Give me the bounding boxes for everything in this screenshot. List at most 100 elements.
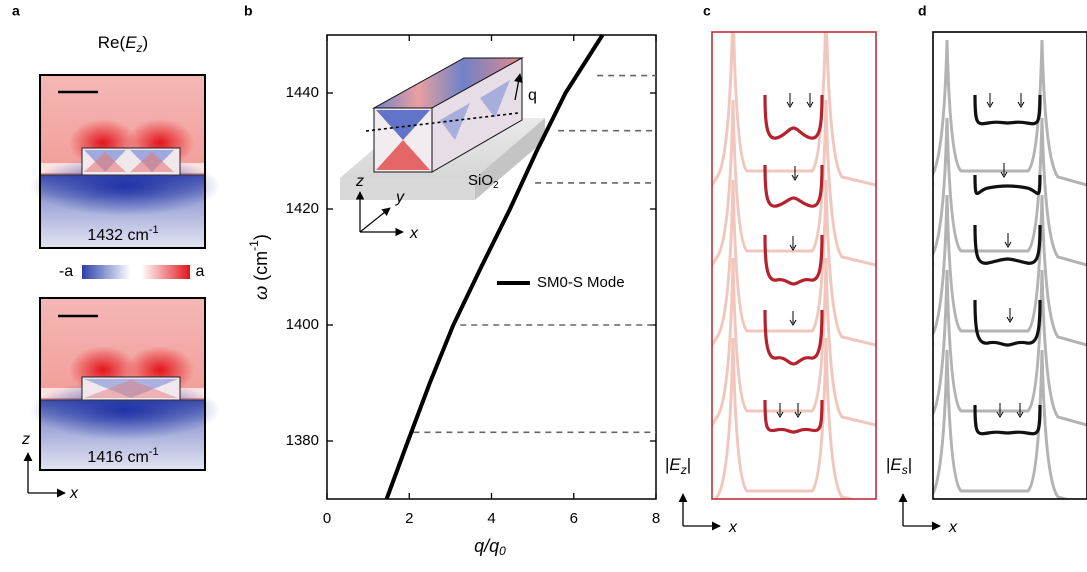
map-label-part: 1432 cm [87, 227, 148, 244]
mode-arrow-head [1016, 411, 1024, 418]
y-axis-label-part: ) [251, 234, 271, 240]
label-part: | [908, 455, 912, 474]
y-axis-label-part: -1 [247, 240, 261, 251]
profile-core [973, 94, 1042, 126]
profiles [712, 32, 876, 499]
colorbar: -a a [59, 263, 205, 280]
colorbar-max: a [196, 263, 205, 280]
panel-frame [932, 31, 1087, 500]
label-part: E [890, 455, 902, 474]
mode-arrow-head [1004, 241, 1012, 248]
mode-arrow-head [996, 411, 1004, 418]
y-tick-label: 1420 [286, 200, 319, 217]
mode-arrow-head [986, 101, 994, 108]
inset-label-part: SiO [468, 172, 493, 189]
panel-label: a [12, 3, 20, 19]
profile-envelope [933, 194, 1087, 347]
panel-label: d [918, 3, 927, 19]
profile-core [763, 309, 824, 366]
panel-b: b ω(cm-1) q/q0 q SiO2 z y x 0 2 4 6 81380140… [244, 3, 660, 558]
axis-icon-label: z [21, 431, 30, 448]
label-part: s [902, 463, 908, 477]
inset-label: SiO2 [468, 172, 499, 191]
map-label-part: -1 [149, 446, 159, 458]
profile-core [763, 399, 824, 434]
profile-envelope [712, 99, 876, 267]
profile-axis-label: x [728, 519, 738, 536]
label-part: | [665, 455, 669, 474]
panel-d: d |Es| x [886, 3, 1087, 536]
profile-envelope [933, 39, 1087, 187]
profile-axis-label: |Es| [886, 455, 912, 477]
profile-core [973, 299, 1042, 347]
inset: q SiO2 z y x [340, 57, 545, 242]
profile-envelope [933, 117, 1087, 267]
y-tick-label: 1440 [286, 84, 319, 101]
profile-axis-label: x [948, 519, 958, 536]
map-label: 1416 cm-1 [87, 446, 158, 466]
title-part: Re( [98, 33, 126, 52]
map-label-part: 1416 cm [87, 449, 148, 466]
profile-envelope [713, 337, 858, 499]
profile-core [763, 164, 824, 208]
profile-core [973, 224, 1042, 265]
profile-core [763, 234, 824, 286]
mode-arrow-head [791, 174, 799, 181]
colorbar-min: -a [59, 263, 73, 280]
axis-icon-label: x [69, 485, 79, 502]
profile-envelope [933, 269, 1087, 427]
mode-arrow-head [1000, 171, 1008, 178]
profile-envelope [712, 32, 876, 187]
inset-label-part: 2 [493, 180, 499, 191]
label-part: z [680, 463, 687, 477]
y-axis-label-part: (cm [251, 251, 271, 281]
legend-label: SM0-S Mode [537, 274, 625, 291]
x-tick-label: 4 [487, 510, 495, 527]
panel-label: c [703, 3, 711, 19]
panel-a: a Re(Ez) 1432 cm-1 -a a 1416 cm-1 [12, 3, 220, 502]
mode-arrow-head [794, 411, 802, 418]
mode-arrow-head [776, 411, 784, 418]
y-axis-label-part: ω [251, 286, 271, 300]
x-tick-label: 6 [570, 510, 578, 527]
profile-core [973, 404, 1042, 436]
panel-label: b [244, 3, 253, 19]
profile-axis-label: |Ez| [665, 455, 691, 477]
label-part: E [669, 455, 681, 474]
profile-core [973, 174, 1042, 196]
mode-arrow-head [1006, 316, 1014, 323]
profile-core [763, 94, 824, 140]
x-axis-label-part: 0 [499, 544, 506, 558]
mode-arrow-head [786, 101, 794, 108]
field-map: 1432 cm-1 [30, 74, 220, 249]
x-tick-label: 2 [405, 510, 413, 527]
label-part: | [687, 455, 691, 474]
title-part: z [136, 41, 143, 55]
inset-label: q [528, 87, 537, 104]
map-label-part: -1 [149, 224, 159, 236]
mode-arrow-head [789, 319, 797, 326]
axis-icon: z x [21, 431, 79, 502]
label-part: | [886, 455, 890, 474]
title-part: ) [143, 33, 149, 52]
panel-title: Re(Ez) [98, 33, 148, 55]
inset-axis-label: z [355, 173, 364, 190]
profiles [933, 39, 1087, 499]
y-tick-label: 1400 [286, 316, 319, 333]
inset-axis-label: x [409, 225, 419, 242]
field-map: 1416 cm-1 [30, 297, 220, 471]
data-line [384, 33, 605, 500]
x-axis-label-part: q/q [474, 536, 499, 556]
x-tick-label: 8 [652, 510, 660, 527]
title-part: E [125, 33, 137, 52]
mode-arrow-head [806, 101, 814, 108]
y-tick-label: 1380 [286, 432, 319, 449]
mode-arrow-head [1017, 101, 1025, 108]
panel-c: c |Ez| x [665, 3, 877, 536]
inset-axis-label: y [395, 189, 405, 206]
x-axis-label: q/q0 [474, 536, 506, 558]
profile-envelope [712, 179, 876, 347]
panel-frame [711, 31, 877, 500]
x-tick-label: 0 [323, 510, 331, 527]
